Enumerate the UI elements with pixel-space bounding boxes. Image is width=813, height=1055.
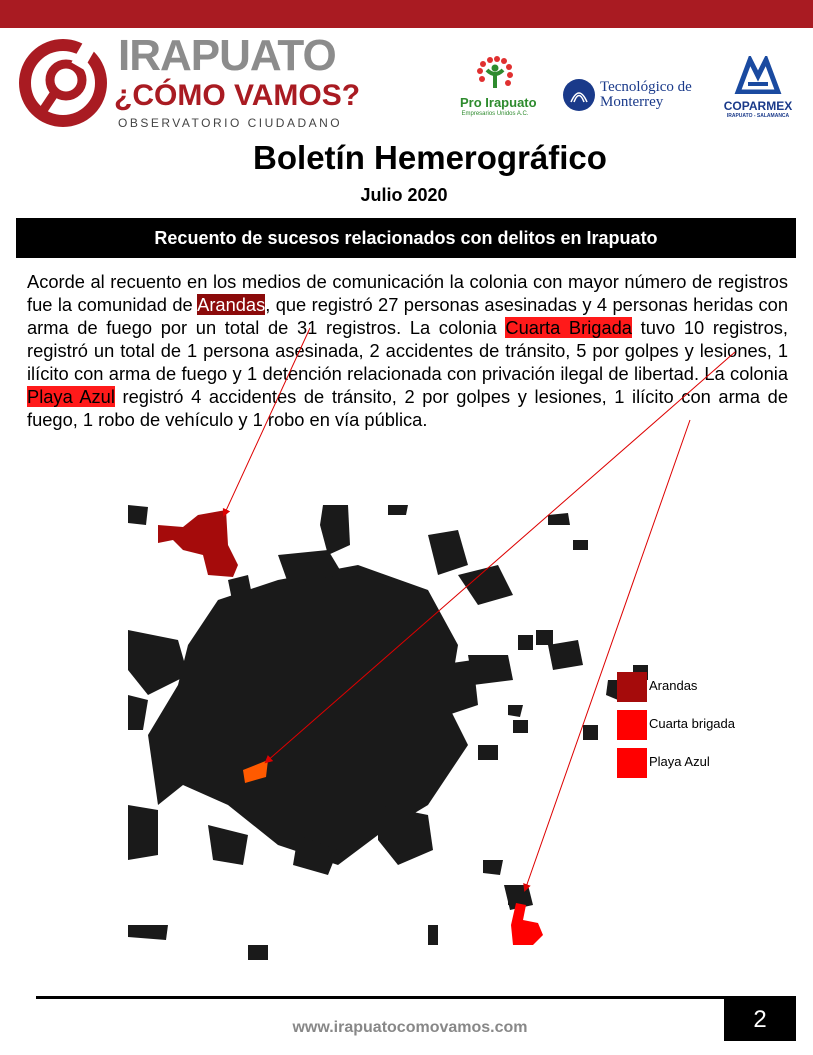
pro-irapuato-name: Pro Irapuato — [460, 95, 537, 110]
logo-line2: ¿CÓMO VAMOS? — [114, 79, 361, 112]
legend-swatch — [617, 748, 647, 778]
coparmex-name: COPARMEX — [723, 99, 793, 113]
coparmex-icon — [734, 53, 782, 95]
logo-line3: OBSERVATORIO CIUDADANO — [118, 116, 343, 130]
highlight-playa-azul: Playa Azul — [27, 386, 115, 407]
logo-mark-icon — [19, 38, 107, 127]
footer-rule — [36, 996, 796, 999]
text-part: Acorde al recuento en los medios de comu… — [27, 271, 788, 315]
body-paragraph: Acorde al recuento en los medios de comu… — [27, 270, 788, 431]
page-subtitle: Julio 2020 — [360, 185, 448, 205]
text-part: , que registró 27 personas asesinadas y … — [27, 294, 789, 338]
section-banner: Recuento de sucesos relacionados con del… — [16, 218, 796, 258]
logo-line1: IRAPUATO — [118, 31, 337, 80]
coparmex-sub: IRAPUATO - SALAMANCA — [726, 113, 790, 119]
highlight-arandas: Arandas — [197, 294, 266, 315]
footer-url[interactable]: www.irapuatocomovamos.com — [292, 1019, 528, 1036]
pro-irapuato-icon — [477, 56, 513, 88]
cuarta-brigada-area — [243, 760, 268, 783]
highlight-cuarta-brigada: Cuarta Brigada — [505, 317, 632, 338]
legend-swatch — [617, 710, 647, 740]
irapuato-como-vamos-logo: IRAPUATO ¿CÓMO VAMOS? OBSERVATORIO CIUDA… — [18, 31, 360, 130]
text-part: registró 4 accidentes de tránsito, 2 por… — [27, 386, 788, 430]
coparmex-logo: COPARMEX IRAPUATO - SALAMANCA — [718, 53, 798, 120]
page-number: 2 — [724, 999, 796, 1041]
arandas-area — [158, 510, 238, 577]
pro-irapuato-sub: Empresarios Unidos A.C. — [461, 111, 529, 117]
colonias-map — [128, 505, 648, 960]
playa-azul-area — [511, 903, 543, 945]
tec-monterrey-icon — [563, 79, 595, 111]
tec-monterrey-name: Tecnológico de Monterrey — [600, 79, 692, 110]
pro-irapuato-logo: Pro Irapuato Empresarios Unidos A.C. — [460, 56, 537, 118]
top-bar — [0, 0, 813, 28]
legend-label: Playa Azul — [649, 754, 710, 769]
legend-label: Cuarta brigada — [649, 716, 735, 731]
tec-monterrey-logo: Tecnológico de Monterrey — [562, 78, 702, 112]
page-title: Boletín Hemerográfico — [253, 139, 607, 176]
city-blocks — [128, 505, 648, 960]
legend-label: Arandas — [649, 678, 698, 693]
legend-swatch — [617, 672, 647, 702]
